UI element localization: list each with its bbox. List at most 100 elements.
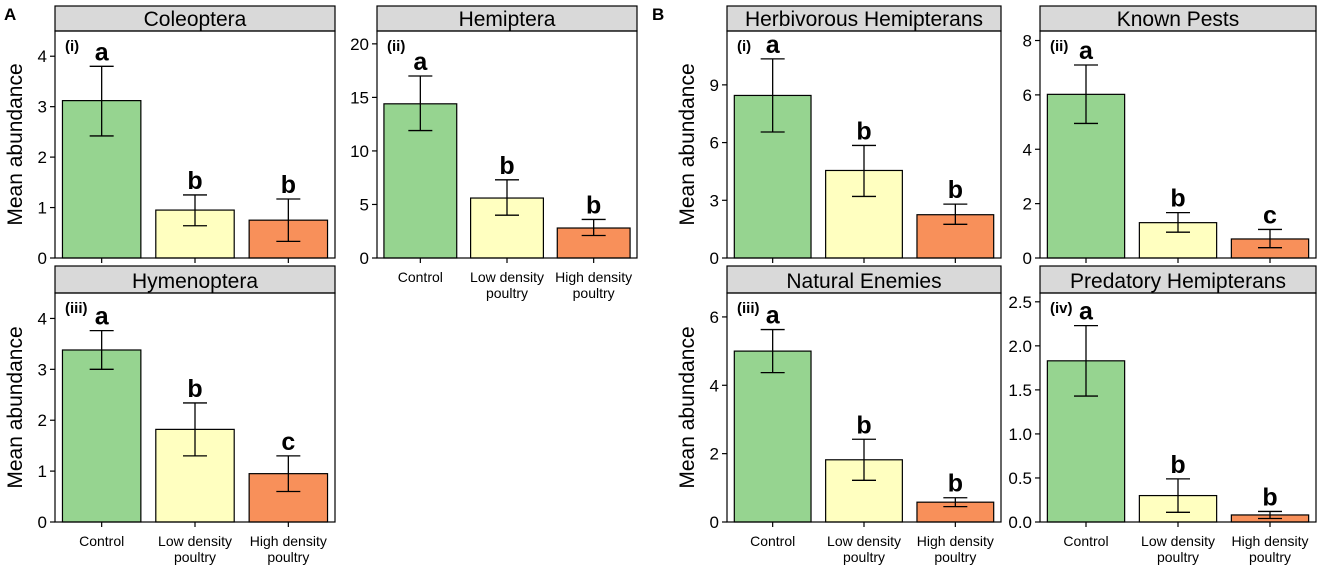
significance-letter-0: a (413, 48, 428, 76)
y-tick-label-4: 2.0 (1008, 337, 1032, 356)
y-tick-label-0: 0 (360, 249, 369, 268)
significance-letter-2: c (281, 428, 295, 456)
y-tick-label-3: 6 (1023, 86, 1032, 105)
y-tick-label-2: 6 (710, 134, 719, 153)
y-tick-label-0: 0.0 (1008, 513, 1032, 532)
y-tick-label-4: 20 (350, 35, 369, 54)
y-tick-label-3: 15 (350, 88, 369, 107)
facet-strip (726, 5, 1002, 32)
x-tick-label-1: Low density poultry (1141, 533, 1215, 565)
facet-title: Natural Enemies (786, 270, 941, 293)
panel-label-a: A (4, 5, 16, 24)
facet-title: Herbivorous Hemipterans (745, 8, 983, 31)
bar-0 (733, 350, 812, 523)
y-tick-label-1: 2 (1023, 195, 1032, 214)
x-tick-label-1: Low density poultry (470, 269, 544, 301)
y-tick-label-1: 5 (360, 195, 369, 214)
significance-letter-1: b (856, 117, 871, 145)
x-tick-label-2: High density poultry (1231, 533, 1308, 565)
x-tick-label-0: Control (398, 269, 443, 285)
y-tick-label-0: 0 (710, 249, 719, 268)
y-tick-label-2: 2 (38, 411, 47, 430)
facet-strip (54, 265, 336, 294)
y-tick-label-0: 0 (38, 513, 47, 532)
y-tick-label-1: 1 (38, 199, 47, 218)
y-tick-label-2: 4 (710, 376, 719, 395)
chart-panel-0: Coleoptera a b b (i) 0 1 2 3 4 Mean abundance (4, 5, 336, 268)
x-tick-label-2: High density poultry (250, 533, 327, 565)
chart-panel-6: Predatory Hemipterans a b b (iv) 0.0 0.5 1.0 1.5… (1008, 265, 1317, 565)
panel-tag: (i) (65, 38, 79, 55)
significance-letter-1: b (856, 411, 871, 439)
significance-letter-0: a (766, 31, 781, 59)
significance-letter-2: b (1262, 483, 1277, 511)
significance-letter-1: b (1170, 185, 1185, 213)
significance-letter-2: b (948, 470, 963, 498)
y-tick-label-4: 4 (38, 309, 47, 328)
x-tick-label-2: High density poultry (555, 269, 632, 301)
significance-letter-2: b (586, 191, 601, 219)
y-axis-label: Mean abundance (676, 63, 699, 225)
chart-panel-2: Hymenoptera a b c (iii) 0 1 2 3 4 Control Low densi… (4, 265, 336, 565)
y-tick-label-2: 4 (1023, 140, 1032, 159)
facet-title: Hemiptera (459, 8, 556, 31)
x-tick-label-2: High density poultry (917, 533, 994, 565)
facet-title: Hymenoptera (132, 270, 258, 293)
y-axis-label: Mean abundance (4, 63, 27, 225)
panel-tag: (iv) (1050, 300, 1073, 317)
y-axis-label: Mean abundance (4, 326, 27, 488)
significance-letter-2: c (1263, 201, 1277, 229)
panel-tag: (iii) (737, 300, 760, 317)
significance-letter-1: b (187, 375, 202, 403)
facet-title: Predatory Hemipterans (1070, 270, 1286, 293)
y-tick-label-2: 1.0 (1008, 425, 1032, 444)
panel-tag: (ii) (387, 38, 405, 55)
y-tick-label-5: 2.5 (1008, 293, 1032, 312)
x-tick-label-1: Low density poultry (158, 533, 232, 565)
panel-tag: (ii) (1050, 38, 1068, 55)
x-tick-label-0: Control (1063, 533, 1108, 549)
significance-letter-0: a (766, 302, 781, 330)
y-axis-label: Mean abundance (676, 326, 699, 488)
significance-letter-0: a (95, 303, 110, 331)
chart-panel-1: Hemiptera a b b (ii) 0 5 10 15 20 Control Low densi… (350, 5, 638, 301)
significance-letter-0: a (1079, 37, 1094, 65)
significance-letter-0: a (95, 38, 110, 66)
y-tick-label-3: 3 (38, 360, 47, 379)
bar-0 (61, 349, 142, 523)
y-tick-label-0: 0 (710, 513, 719, 532)
y-tick-label-1: 3 (710, 191, 719, 210)
facet-title: Known Pests (1117, 8, 1240, 31)
significance-letter-1: b (1170, 451, 1185, 479)
facet-strip (376, 5, 638, 32)
y-tick-label-3: 6 (710, 308, 719, 327)
y-tick-label-0: 0 (38, 249, 47, 268)
facet-strip (1039, 5, 1317, 32)
y-tick-label-4: 4 (38, 47, 47, 66)
facet-strip (54, 5, 336, 32)
y-tick-label-2: 10 (350, 142, 369, 161)
x-tick-label-1: Low density poultry (827, 533, 901, 565)
panel-tag: (i) (737, 38, 751, 55)
y-tick-label-0: 0 (1023, 249, 1032, 268)
x-tick-label-0: Control (750, 533, 795, 549)
y-tick-label-1: 2 (710, 445, 719, 464)
significance-letter-0: a (1079, 298, 1094, 326)
y-tick-label-1: 0.5 (1008, 469, 1032, 488)
significance-letter-2: b (948, 176, 963, 204)
y-tick-label-1: 1 (38, 462, 47, 481)
significance-letter-1: b (187, 167, 202, 195)
y-tick-label-2: 2 (38, 148, 47, 167)
panel-label-b: B (652, 5, 664, 24)
facet-strip (726, 265, 1002, 294)
significance-letter-2: b (281, 171, 296, 199)
y-tick-label-3: 1.5 (1008, 381, 1032, 400)
facet-title: Coleoptera (144, 8, 247, 31)
y-tick-label-3: 3 (38, 98, 47, 117)
y-tick-label-3: 9 (710, 76, 719, 95)
x-tick-label-0: Control (79, 533, 124, 549)
chart-panel-4: Known Pests a b c (ii) 0 2 4 6 8 (1023, 5, 1317, 268)
